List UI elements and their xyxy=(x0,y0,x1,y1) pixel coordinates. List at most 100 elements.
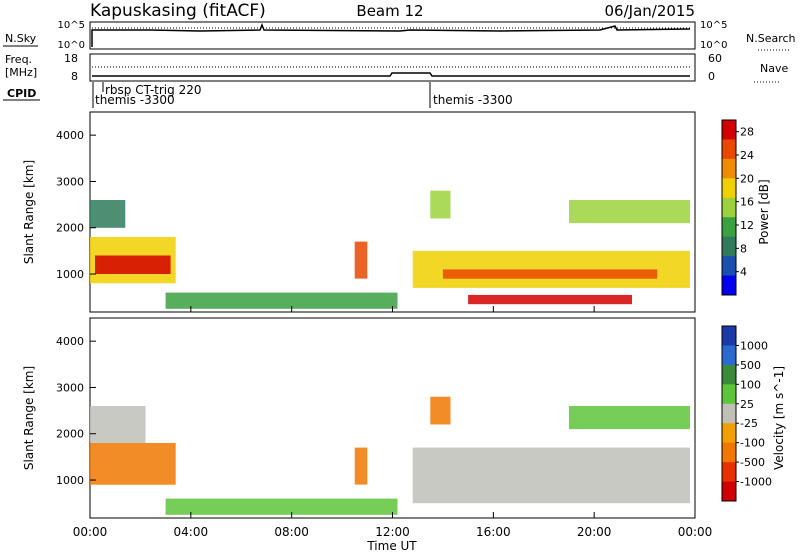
power-colorbar-tick-label-0: 4 xyxy=(740,266,747,279)
freq-tick-bottom: 8 xyxy=(71,70,78,83)
power-ytick-label-2: 3000 xyxy=(56,175,84,188)
cpid-entry-rbsp: rbsp CT-trig 220 xyxy=(105,83,201,97)
power-colorbar-swatch-7 xyxy=(722,256,736,277)
nave-label: Nave xyxy=(760,62,788,75)
freq-trace xyxy=(92,72,690,77)
power-colorbar-tick-label-3: 16 xyxy=(740,196,754,209)
beam-title: Beam 12 xyxy=(356,2,423,20)
power-ytick-label-0: 1000 xyxy=(56,268,84,281)
velocity-colorbar-tick-label-7: -1000 xyxy=(740,476,772,489)
velocity-region-0 xyxy=(90,443,176,485)
power-ytick-label-1: 2000 xyxy=(56,222,84,235)
power-colorbar-swatch-3 xyxy=(722,178,736,199)
x-tick-label-0: 00:00 xyxy=(73,525,108,539)
freq-tick-top: 18 xyxy=(64,52,78,65)
velocity-yticks: 1000 2000 3000 4000 xyxy=(56,335,96,487)
power-region-8 xyxy=(430,190,451,219)
velocity-colorbar-swatch-6 xyxy=(722,442,736,463)
velocity-region-3 xyxy=(354,447,368,485)
power-colorbar-tick-label-4: 20 xyxy=(740,172,754,185)
x-tick-label-2: 08:00 xyxy=(274,525,309,539)
velocity-ylabel: Slant Range [km] xyxy=(22,366,36,470)
x-tick-label-4: 16:00 xyxy=(476,525,511,539)
power-colorbar-label: Power [dB] xyxy=(757,179,771,244)
velocity-colorbar-tick-label-2: 100 xyxy=(740,378,761,391)
velocity-ytick-label-3: 4000 xyxy=(56,335,84,348)
velocity-colorbar-tick-label-5: -100 xyxy=(740,437,765,450)
power-colorbar-frame xyxy=(721,119,737,296)
velocity-colorbar-swatch-5 xyxy=(722,423,736,444)
power-colorbar-tick-label-6: 28 xyxy=(740,126,754,139)
velocity-ytick-label-1: 2000 xyxy=(56,428,84,441)
velocity-region-2 xyxy=(165,498,398,515)
velocity-colorbar-tick-label-0: 1000 xyxy=(740,339,768,352)
velocity-region-4 xyxy=(412,447,690,504)
power-colorbar-swatch-4 xyxy=(722,197,736,218)
x-tick-label-3: 12:00 xyxy=(375,525,410,539)
freq-label-line2: [MHz] xyxy=(5,66,37,79)
nsearch-label: N.Search xyxy=(746,32,796,45)
power-region-2 xyxy=(90,200,126,228)
power-region-4 xyxy=(354,241,368,279)
velocity-panel xyxy=(89,317,696,519)
nsky-label: N.Sky xyxy=(5,32,37,45)
velocity-colorbar-swatch-4 xyxy=(722,403,736,424)
cpid-label: CPID xyxy=(7,87,36,100)
nave-tick-top: 60 xyxy=(708,52,722,65)
velocity-colorbar-label: Velocity [m s^-1] xyxy=(772,366,786,470)
velocity-ytick-label-0: 1000 xyxy=(56,474,84,487)
power-colorbar-swatch-5 xyxy=(722,217,736,238)
power-region-3 xyxy=(165,292,398,309)
velocity-colorbar-tick-label-4: -25 xyxy=(740,417,758,430)
velocity-region-5 xyxy=(430,396,451,425)
velocity-colorbar-tick-label-6: -500 xyxy=(740,456,765,469)
power-yticks: 1000 2000 3000 4000 xyxy=(56,129,96,281)
velocity-region-1 xyxy=(90,406,146,443)
nsky-tick-bottom: 10^0 xyxy=(58,40,85,51)
x-axis-ticks: 00:00 04:00 08:00 12:00 16:00 20:00 00:00 xyxy=(73,306,713,539)
power-ylabel: Slant Range [km] xyxy=(22,160,36,264)
velocity-colorbar-swatch-7 xyxy=(722,462,736,483)
x-tick-label-1: 04:00 xyxy=(174,525,209,539)
velocity-ytick-label-2: 3000 xyxy=(56,381,84,394)
power-region-6 xyxy=(442,269,658,279)
nsky-panel xyxy=(89,21,696,50)
x-tick-label-5: 20:00 xyxy=(577,525,612,539)
power-ytick-label-3: 4000 xyxy=(56,129,84,142)
power-region-1 xyxy=(95,255,171,274)
velocity-colorbar-swatch-3 xyxy=(722,384,736,405)
velocity-colorbar-swatch-0 xyxy=(722,326,736,346)
velocity-colorbar-swatch-8 xyxy=(722,481,736,502)
x-tick-label-6: 00:00 xyxy=(678,525,713,539)
nsky-tick-top: 10^5 xyxy=(58,20,85,31)
power-colorbar-swatch-6 xyxy=(722,236,736,257)
velocity-colorbar-tick-label-1: 500 xyxy=(740,359,761,372)
nsearch-tick-top: 10^5 xyxy=(700,20,727,31)
power-region-7 xyxy=(468,294,632,305)
velocity-region-6 xyxy=(569,406,690,430)
velocity-colorbar: 1000 500 100 25 -25 -100 -500 -1000 xyxy=(721,325,772,502)
power-colorbar-tick-label-2: 12 xyxy=(740,219,754,232)
station-title: Kapuskasing (fitACF) xyxy=(90,1,266,21)
nsearch-tick-bottom: 10^0 xyxy=(700,40,727,51)
velocity-colorbar-frame xyxy=(721,325,737,502)
power-colorbar-swatch-0 xyxy=(722,120,736,140)
velocity-colorbar-swatch-2 xyxy=(722,364,736,385)
cpid-entry-themis-1: themis -3300 xyxy=(95,93,175,107)
nsky-trace xyxy=(91,22,691,47)
velocity-colorbar-tick-label-3: 25 xyxy=(740,398,754,411)
power-colorbar: 4 8 12 16 20 24 28 xyxy=(721,119,754,296)
freq-panel xyxy=(89,53,696,82)
power-colorbar-swatch-2 xyxy=(722,158,736,179)
date-title: 06/Jan/2015 xyxy=(605,2,696,20)
velocity-colorbar-swatch-1 xyxy=(722,345,736,366)
freq-label-line1: Freq. xyxy=(5,53,32,66)
power-colorbar-tick-label-5: 24 xyxy=(740,149,754,162)
cpid-entry-themis-2: themis -3300 xyxy=(433,93,513,107)
power-colorbar-tick-label-1: 8 xyxy=(740,242,747,255)
power-colorbar-swatch-1 xyxy=(722,139,736,160)
power-panel xyxy=(89,111,696,313)
nave-tick-bottom: 0 xyxy=(708,70,715,83)
x-axis-label: Time UT xyxy=(366,539,417,553)
